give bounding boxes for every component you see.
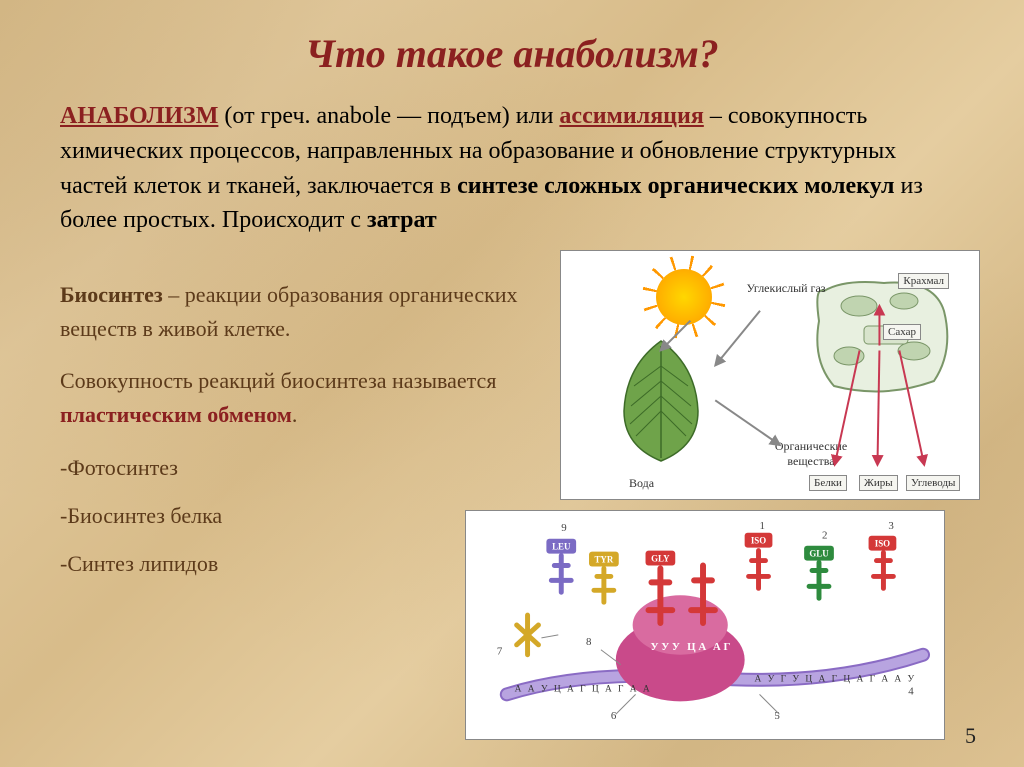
svg-text:У У У: У У У [650, 641, 679, 653]
trna-gly: GLY [646, 551, 676, 623]
svg-text:6: 6 [611, 710, 617, 722]
svg-text:LEU: LEU [552, 542, 571, 552]
trna-leu: LEU [546, 539, 576, 593]
svg-text:1: 1 [760, 520, 765, 532]
term-anabolism: АНАБОЛИЗМ [60, 103, 218, 129]
term-assimilation: ассимиляция [559, 103, 703, 129]
svg-text:GLU: GLU [809, 549, 829, 559]
trna-iso1: ISO [691, 533, 772, 623]
label-proteins: Белки [809, 475, 847, 491]
page-title: Что такое анаболизм? [60, 30, 964, 77]
trna-tyr: TYR [589, 552, 619, 603]
svg-text:3: 3 [888, 520, 894, 532]
translation-diagram: У У У Ц А А Г А А У Ц А Г Ц А Г А А А У … [465, 510, 945, 740]
label-co2: Углекислый газ [746, 281, 826, 296]
list-item: -Фотосинтез [60, 451, 560, 485]
svg-text:8: 8 [586, 636, 592, 648]
label-carbs: Углеводы [906, 475, 960, 491]
page-number: 5 [965, 723, 976, 749]
label-fats: Жиры [859, 475, 898, 491]
svg-text:GLY: GLY [651, 554, 670, 564]
svg-text:9: 9 [561, 522, 566, 534]
sun-icon [656, 269, 712, 325]
svg-text:2: 2 [822, 530, 827, 542]
label-water: Вода [629, 476, 654, 491]
leaf-icon [606, 336, 716, 466]
trna-iso2: ISO [869, 536, 897, 589]
svg-text:ISO: ISO [751, 536, 766, 546]
label-organic: Органические вещества [756, 439, 866, 469]
svg-text:А У Г У Ц А Г Ц А Г А А У: А У Г У Ц А Г Ц А Г А А У [755, 675, 917, 685]
trna-free [517, 615, 539, 655]
photosynthesis-diagram: Углекислый газ Крахмал Сахар Вода Органи… [560, 250, 980, 500]
term-biosynthesis: Биосинтез [60, 282, 163, 307]
trna-glu: GLU [804, 546, 834, 599]
svg-text:TYR: TYR [594, 555, 613, 565]
cell-icon [804, 271, 959, 401]
svg-text:А А У Ц А Г Ц А Г А А: А А У Ц А Г Ц А Г А А [515, 684, 652, 694]
svg-text:А Г: А Г [713, 641, 731, 653]
svg-text:ISO: ISO [875, 539, 890, 549]
svg-text:4: 4 [908, 685, 914, 697]
svg-text:7: 7 [497, 646, 503, 658]
label-starch: Крахмал [898, 273, 949, 289]
definition-paragraph: АНАБОЛИЗМ (от греч. anabole — подъем) ил… [60, 99, 964, 238]
label-sugar: Сахар [883, 324, 921, 340]
svg-text:Ц А: Ц А [687, 641, 706, 653]
